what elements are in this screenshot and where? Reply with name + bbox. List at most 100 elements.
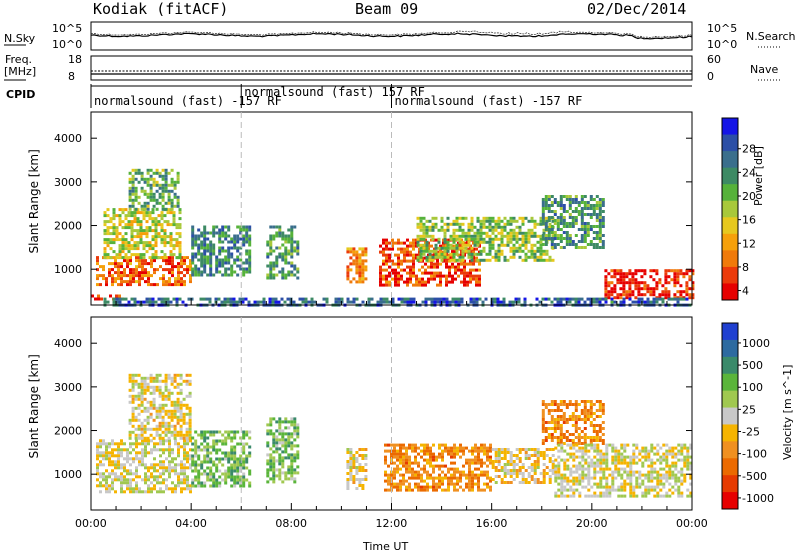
data-cell: [544, 198, 548, 201]
data-cell: [127, 220, 131, 224]
data-cell: [361, 478, 365, 481]
data-cell: [530, 448, 534, 451]
data-cell: [628, 284, 632, 288]
data-cell: [667, 297, 671, 301]
data-cell: [227, 433, 231, 437]
data-cell: [281, 462, 285, 466]
data-cell: [419, 219, 423, 223]
data-cell: [387, 449, 390, 453]
data-cell: [99, 451, 102, 455]
data-cell: [599, 455, 603, 459]
data-cell: [674, 482, 678, 486]
data-cell: [175, 241, 179, 245]
data-cell: [668, 494, 672, 498]
data-cell: [596, 461, 600, 465]
data-cell: [179, 436, 183, 440]
data-cell: [471, 458, 474, 462]
data-cell: [358, 277, 362, 281]
data-cell: [426, 473, 429, 477]
data-cell: [91, 294, 94, 298]
data-cell: [293, 438, 297, 442]
colorbar-swatch: [722, 200, 738, 218]
data-cell: [160, 223, 164, 227]
data-cell: [464, 246, 468, 250]
data-cell: [155, 427, 159, 431]
data-cell: [144, 475, 147, 479]
data-cell: [593, 473, 597, 477]
data-cell: [437, 255, 441, 259]
data-cell: [186, 457, 189, 461]
data-cell: [595, 246, 599, 249]
data-cell: [578, 491, 582, 495]
data-cell: [674, 467, 678, 471]
data-region: [191, 225, 252, 277]
data-cell: [194, 273, 198, 277]
data-cell: [503, 258, 507, 262]
data-cell: [608, 494, 612, 498]
data-cell: [545, 252, 549, 256]
data-cell: [485, 258, 489, 262]
data-cell: [115, 238, 119, 242]
data-cell: [592, 246, 596, 249]
data-cell: [470, 246, 474, 250]
data-cell: [221, 463, 225, 467]
data-cell: [152, 183, 156, 187]
data-cell: [436, 265, 439, 269]
data-cell: [124, 238, 128, 242]
data-cell: [233, 246, 237, 250]
data-cell: [352, 300, 356, 304]
data-cell: [382, 250, 385, 254]
data-cell: [547, 409, 551, 412]
data-cell: [218, 264, 222, 268]
data-cell: [634, 269, 638, 273]
data-cell: [215, 264, 219, 268]
data-cell: [592, 412, 596, 415]
data-cell: [500, 466, 504, 469]
data-cell: [154, 244, 158, 248]
data-cell: [402, 446, 405, 450]
data-cell: [533, 249, 537, 253]
data-cell: [130, 232, 134, 236]
data-cell: [586, 231, 590, 234]
data-cell: [218, 460, 222, 464]
data-cell: [518, 216, 522, 220]
data-cell: [99, 472, 102, 476]
data-cell: [127, 223, 131, 227]
data-cell: [578, 476, 582, 480]
data-cell: [416, 222, 420, 226]
data-cell: [622, 297, 626, 301]
data-cell: [126, 259, 129, 263]
data-cell: [541, 439, 545, 442]
data-cell: [106, 256, 110, 260]
data-cell: [406, 277, 409, 281]
data-cell: [120, 262, 123, 266]
data-cell: [200, 481, 204, 485]
data-cell: [539, 451, 543, 454]
data-cell: [455, 237, 459, 241]
data-cell: [425, 249, 429, 253]
data-cell: [197, 237, 201, 241]
data-cell: [623, 443, 627, 447]
data-cell: [550, 240, 554, 243]
data-cell: [665, 461, 669, 465]
data-cell: [215, 451, 219, 455]
data-cell: [278, 477, 282, 481]
data-cell: [355, 271, 359, 275]
data-cell: [158, 388, 162, 392]
data-cell: [290, 453, 294, 457]
data-cell: [628, 287, 632, 291]
data-cell: [434, 249, 438, 253]
data-cell: [388, 253, 391, 257]
data-cell: [170, 376, 174, 380]
data-cell: [441, 452, 444, 456]
data-cell: [358, 463, 362, 466]
data-cell: [611, 488, 615, 492]
data-cell: [197, 243, 201, 247]
data-cell: [167, 373, 171, 377]
data-cell: [477, 467, 480, 471]
data-cell: [141, 490, 144, 494]
data-cell: [180, 478, 183, 482]
data-cell: [358, 256, 362, 260]
data-cell: [688, 278, 692, 282]
data-cell: [476, 243, 480, 247]
